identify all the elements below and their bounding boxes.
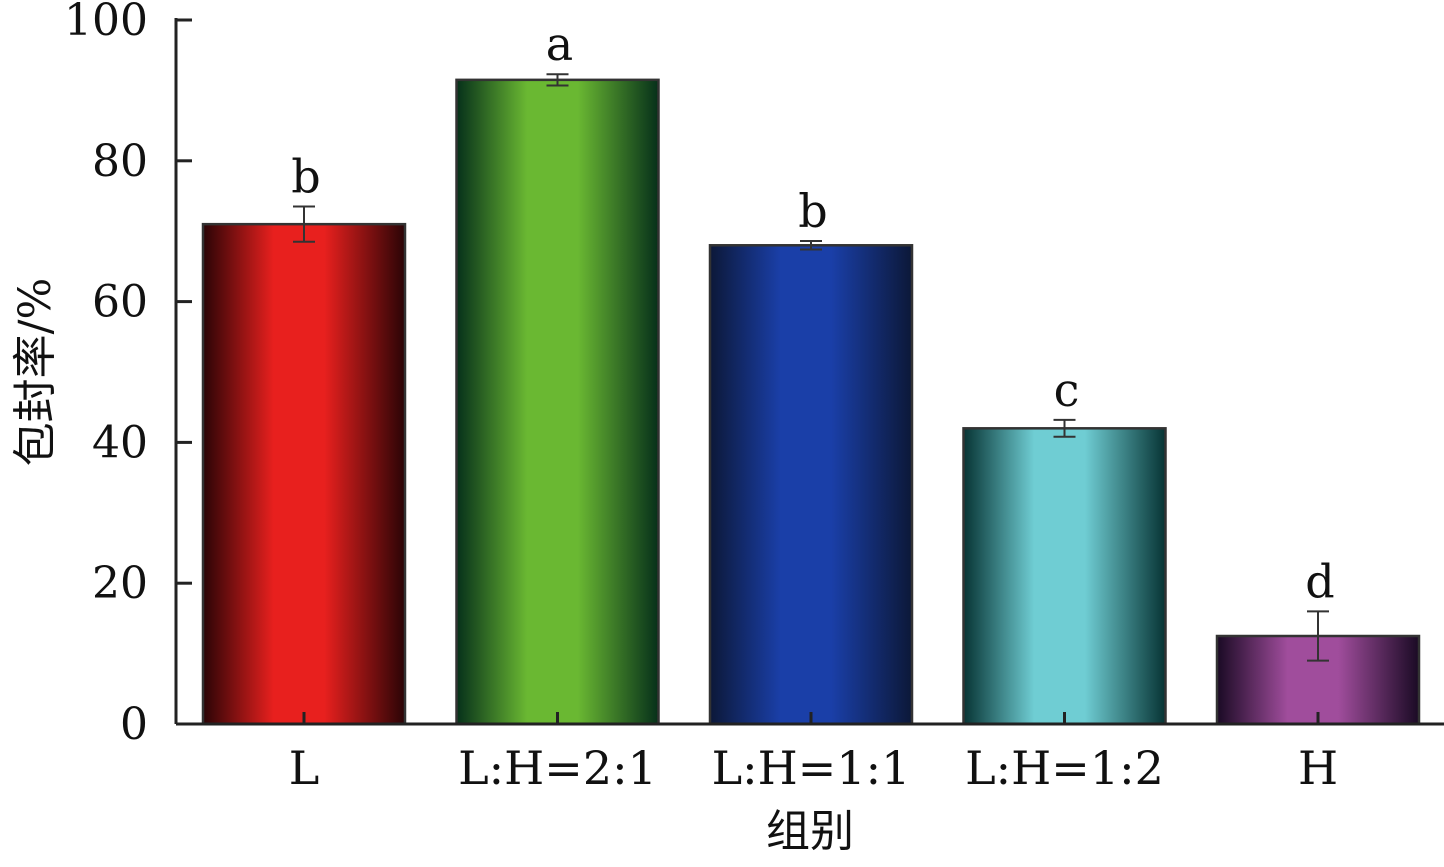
y-axis-title: 包封率/% xyxy=(10,278,61,467)
bar-1 xyxy=(201,222,407,726)
bar-3 xyxy=(708,244,914,726)
error-bars-layer xyxy=(293,73,1329,662)
significance-label: a xyxy=(546,17,573,71)
y-tick-label: 20 xyxy=(92,558,148,609)
x-tick-label: H xyxy=(1298,741,1338,795)
y-tick-label: 0 xyxy=(120,699,148,750)
y-tick-label: 100 xyxy=(64,0,148,46)
y-ticks-layer: 0 20 40 60 80 100 xyxy=(64,0,192,750)
bar-4 xyxy=(962,427,1167,726)
x-tick-label: L:H=1:1 xyxy=(712,741,911,795)
y-tick-label: 40 xyxy=(92,417,148,468)
x-tick-label: L:H=1:2 xyxy=(965,741,1164,795)
x-tick-label: L xyxy=(289,741,320,795)
significance-label: d xyxy=(1305,554,1334,608)
significance-label: b xyxy=(798,184,827,238)
significance-label: c xyxy=(1054,363,1080,417)
x-tick-label: L:H=2:1 xyxy=(458,741,657,795)
bars-layer xyxy=(201,78,1421,726)
significance-label: b xyxy=(291,150,320,204)
significance-labels-layer: b a b c d xyxy=(291,17,1334,608)
bar-2 xyxy=(455,78,660,726)
x-ticks-layer: L L:H=2:1 L:H=1:1 L:H=1:2 H xyxy=(289,712,1338,795)
x-axis-title: 组别 xyxy=(766,806,854,857)
y-tick-label: 80 xyxy=(92,136,148,187)
y-tick-label: 60 xyxy=(92,277,148,328)
